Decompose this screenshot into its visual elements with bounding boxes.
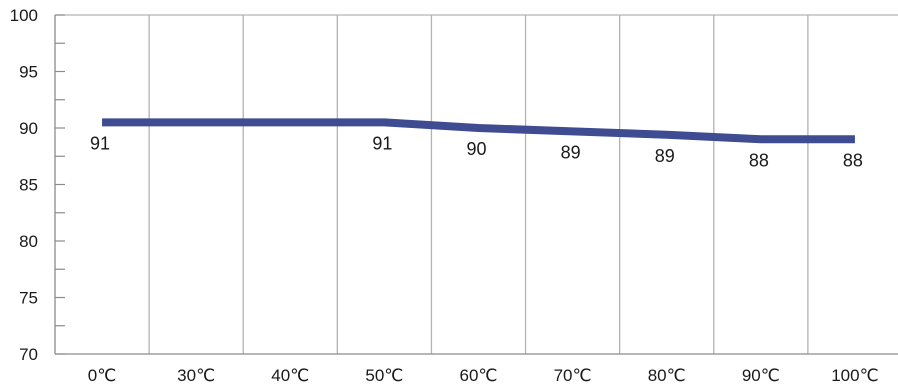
x-axis-ticks: 0℃ 30℃ 40℃ 50℃ 60℃ 70℃ 80℃ 90℃ 100℃ [88,366,879,385]
data-label: 88 [749,150,769,170]
y-tick-label: 95 [19,63,38,82]
axes [54,15,898,355]
y-tick-label: 100 [10,6,38,25]
y-tick-label: 75 [19,289,38,308]
y-tick-label: 80 [19,232,38,251]
y-tick-label: 85 [19,176,38,195]
series-line [102,118,855,144]
data-label: 91 [372,133,392,153]
x-tick-label: 70℃ [554,366,592,385]
data-label: 89 [655,146,675,166]
x-tick-label: 30℃ [177,366,215,385]
x-tick-label: 60℃ [459,366,497,385]
y-axis-ticks: 70 75 80 85 90 95 100 [10,6,65,364]
y-tick-label: 90 [19,119,38,138]
x-tick-label: 90℃ [742,366,780,385]
x-tick-label: 40℃ [271,366,309,385]
x-tick-label: 0℃ [88,366,117,385]
x-tick-label: 80℃ [648,366,686,385]
data-label: 91 [90,133,110,153]
x-tick-label: 100℃ [831,366,878,385]
x-tick-label: 50℃ [365,366,403,385]
y-tick-label: 70 [19,345,38,364]
data-labels: 91 91 90 89 89 88 88 [90,133,863,170]
data-label: 88 [843,150,863,170]
data-label: 90 [466,139,486,159]
series-group [102,118,855,144]
grid-lines [55,14,898,354]
data-label: 89 [561,142,581,162]
